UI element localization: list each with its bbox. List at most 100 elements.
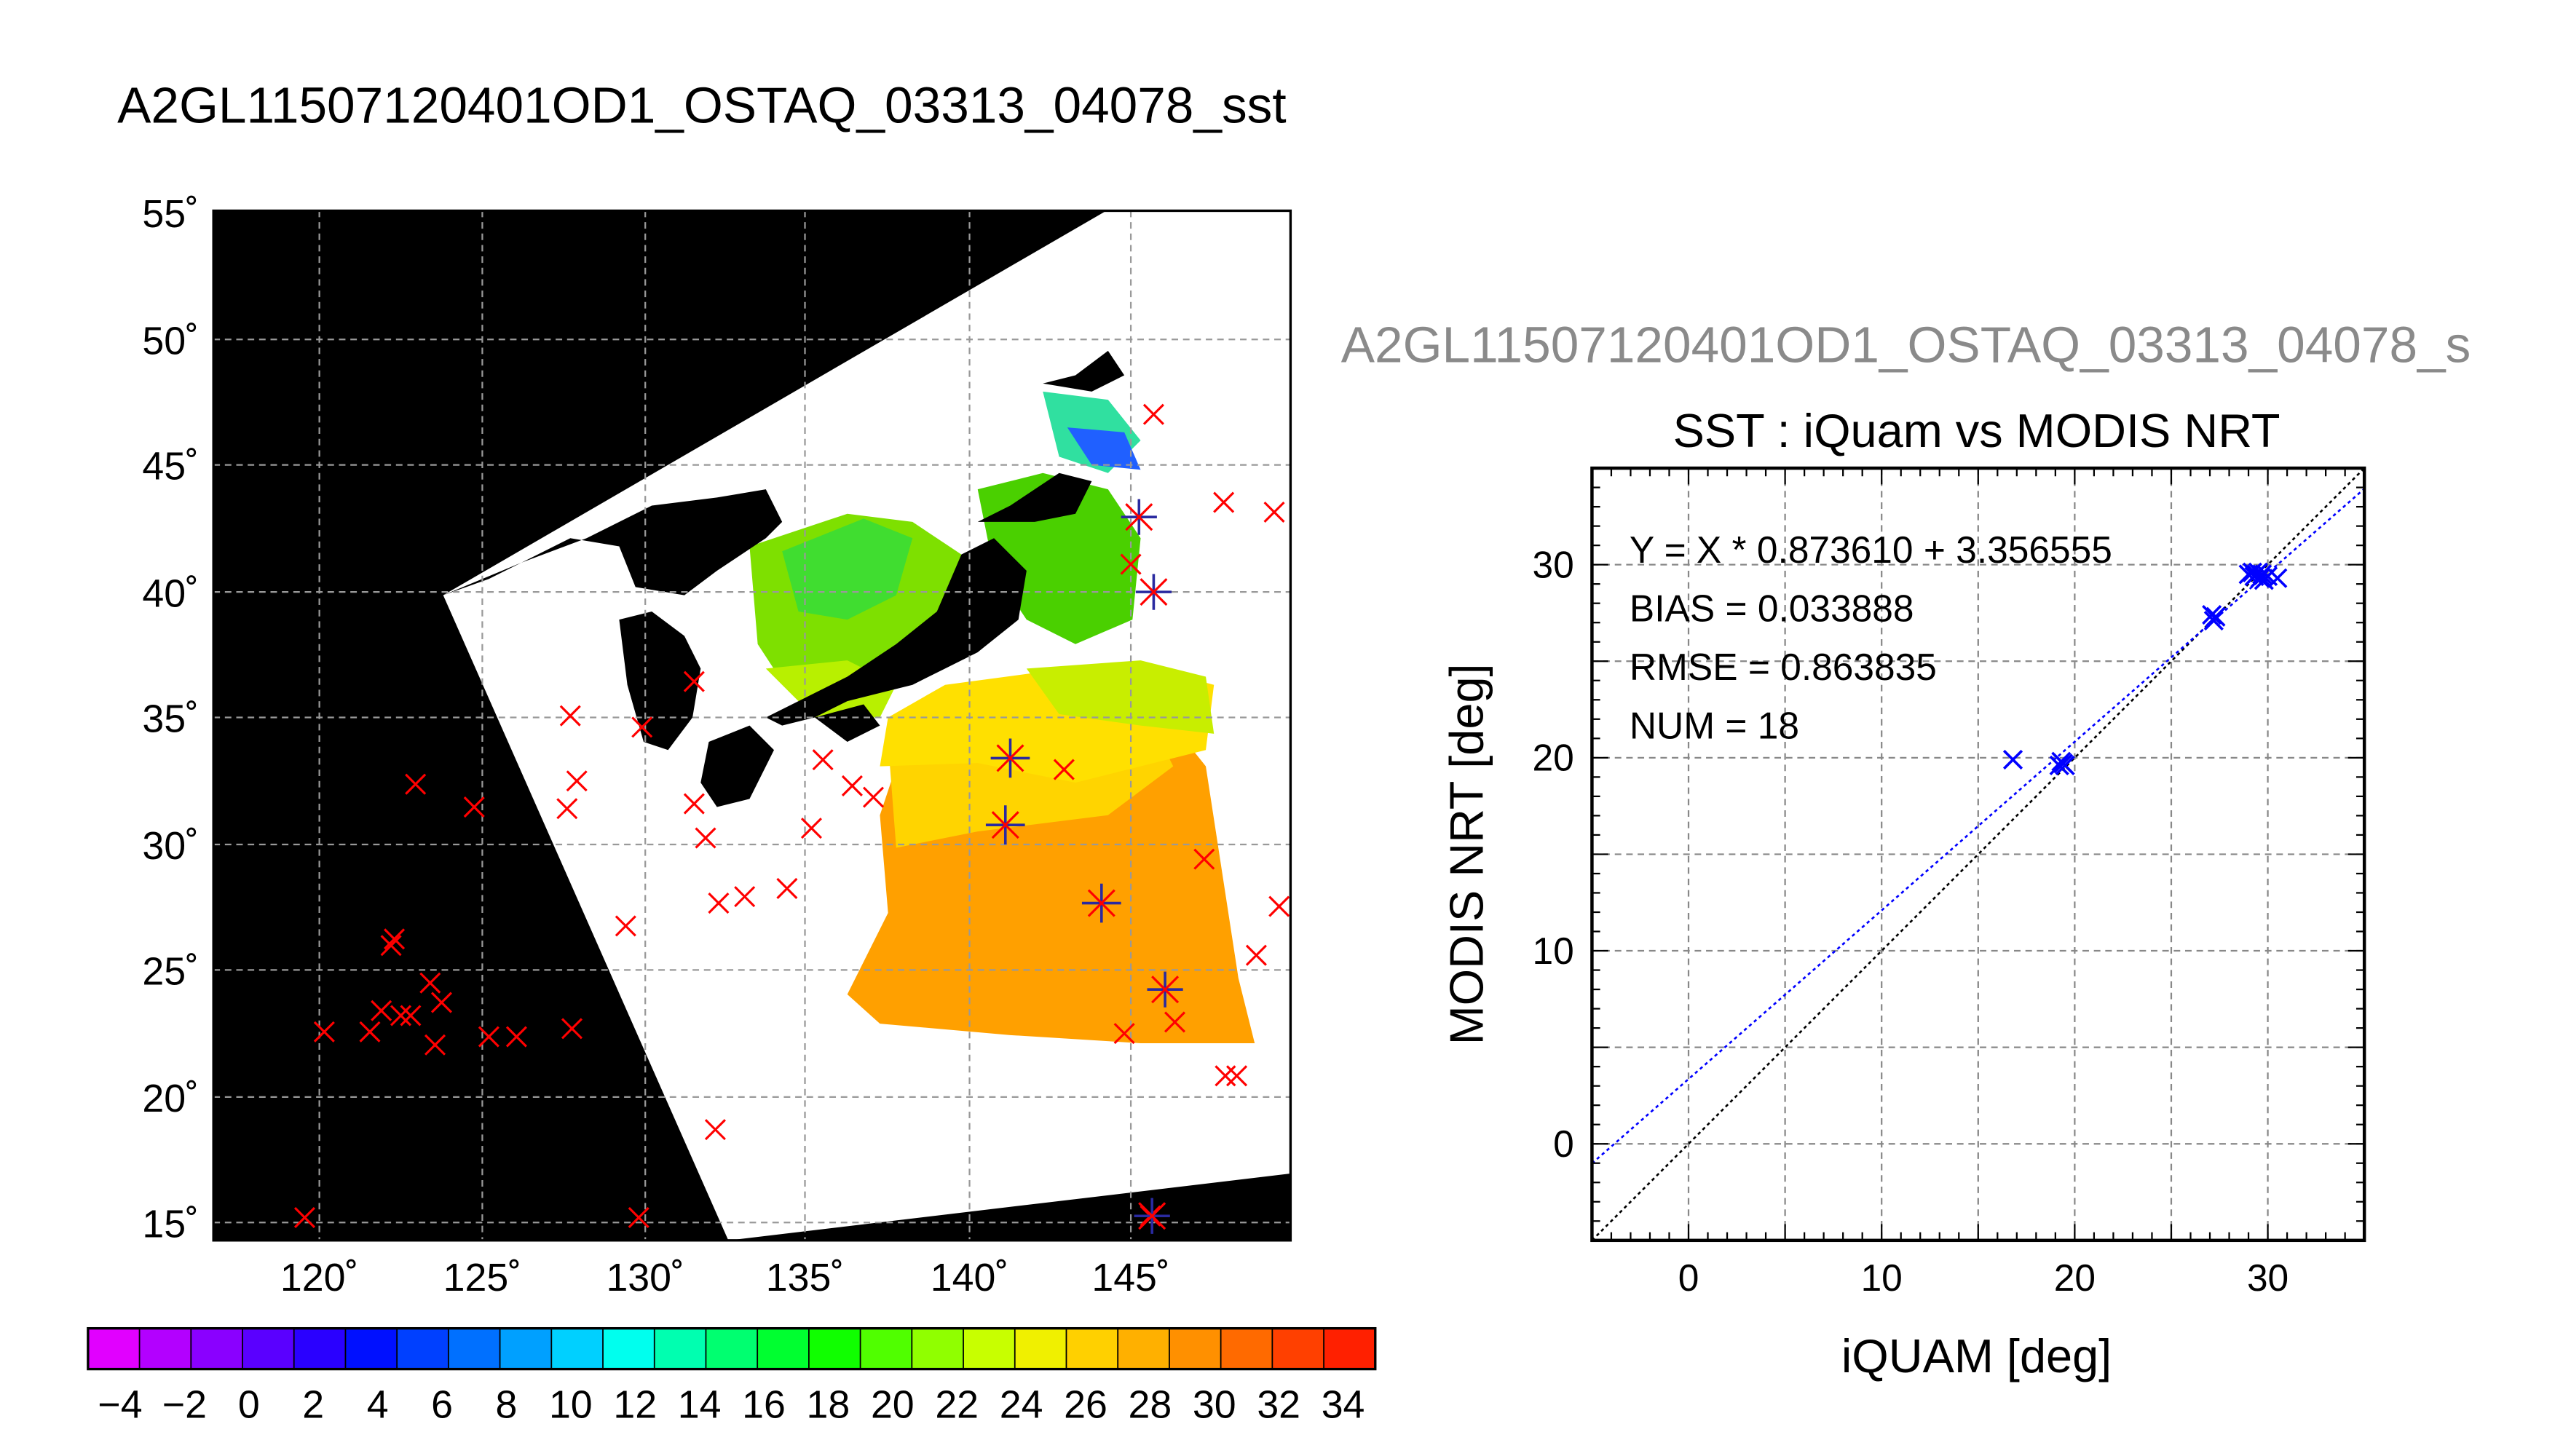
colorbar-label: 14 [678, 1383, 722, 1427]
colorbar-cells [87, 1328, 1376, 1369]
stats-box: Y = X * 0.873610 + 3.356555 BIAS = 0.033… [1630, 529, 2112, 747]
scatter-point [2267, 568, 2288, 588]
colorbar-label: 6 [431, 1383, 453, 1427]
colorbar-cell [1014, 1328, 1067, 1369]
colorbar-cell [499, 1328, 553, 1369]
scatter-point [2049, 755, 2069, 776]
y-axis-label: MODIS NRT [deg] [1440, 663, 1493, 1045]
colorbar-label: 20 [871, 1383, 915, 1427]
colorbar-label: 10 [549, 1383, 593, 1427]
colorbar-label: 16 [742, 1383, 786, 1427]
x-tick-label: 20 [2054, 1257, 2096, 1299]
lon-label: 120˚ [280, 1256, 358, 1299]
y-tick-label: 0 [1553, 1123, 1574, 1165]
colorbar-cell [808, 1328, 861, 1369]
stat-rmse: RMSE = 0.863835 [1630, 646, 1937, 688]
lon-label: 135˚ [766, 1256, 844, 1299]
colorbar-label: 12 [613, 1383, 657, 1427]
scatter-lines [1592, 468, 2365, 1241]
match-markers [985, 499, 1183, 1234]
colorbar-label: −4 [98, 1383, 142, 1427]
scatter-ticks: 0 10 20 30 0 10 20 30 [1533, 467, 2366, 1299]
x-tick-label: 30 [2247, 1257, 2289, 1299]
lon-label: 145˚ [1091, 1256, 1169, 1299]
colorbar-cell [654, 1328, 707, 1369]
lat-label: 50˚ [142, 319, 199, 363]
colorbar-cell [1324, 1328, 1376, 1369]
colorbar-cell [345, 1328, 398, 1369]
colorbar-label: 30 [1193, 1383, 1236, 1427]
colorbar-cell [191, 1328, 244, 1369]
colorbar-cell [1220, 1328, 1273, 1369]
colorbar-cell [1118, 1328, 1171, 1369]
map-lat-labels: 15˚ 20˚ 25˚ 30˚ 35˚ 40˚ 45˚ 50˚ 55˚ [142, 192, 199, 1246]
sst-map: 120˚ 125˚ 130˚ 135˚ 140˚ 145˚ 15˚ 20˚ 25… [142, 192, 1292, 1299]
colorbar-cell [242, 1328, 295, 1369]
scatter-point [2246, 564, 2267, 585]
fit-line [1592, 488, 2365, 1165]
colorbar-cell [912, 1328, 965, 1369]
colorbar-labels: −4 −2 0 2 4 6 8 10 12 14 16 18 20 22 24 26 28 30 32 34 [98, 1383, 1365, 1427]
colorbar-label: 22 [935, 1383, 979, 1427]
colorbar-cell [293, 1328, 347, 1369]
lat-label: 20˚ [142, 1077, 199, 1120]
y-tick-label: 20 [1533, 737, 1574, 779]
colorbar-label: 28 [1129, 1383, 1172, 1427]
colorbar-label: 0 [238, 1383, 260, 1427]
main-title: A2GL11507120401OD1_OSTAQ_03313_04078_sst [117, 77, 1286, 134]
y-tick-label: 30 [1533, 544, 1574, 586]
colorbar-cell [551, 1328, 604, 1369]
colorbar-label: 2 [302, 1383, 324, 1427]
lon-label: 125˚ [443, 1256, 521, 1299]
colorbar-label: 4 [367, 1383, 389, 1427]
colorbar-label: 26 [1064, 1383, 1107, 1427]
y-tick-label: 10 [1533, 930, 1574, 972]
colorbar-cell [139, 1328, 192, 1369]
colorbar-cell [1272, 1328, 1325, 1369]
scatter-grid [1592, 468, 2365, 1241]
scatter-panel: A2GL11507120401OD1_OSTAQ_03313_04078_s S… [1341, 317, 2471, 1382]
colorbar-cell [87, 1328, 141, 1369]
colorbar-label: 34 [1322, 1383, 1365, 1427]
scatter-point [2203, 610, 2224, 631]
colorbar-cell [860, 1328, 913, 1369]
map-lon-labels: 120˚ 125˚ 130˚ 135˚ 140˚ 145˚ [280, 1256, 1170, 1299]
colorbar-cell [706, 1328, 759, 1369]
colorbar-cell [603, 1328, 655, 1369]
colorbar-label: 24 [1000, 1383, 1043, 1427]
land-masses [443, 350, 1125, 807]
lat-label: 25˚ [142, 949, 199, 993]
lat-label: 30˚ [142, 824, 199, 868]
map-frame [212, 209, 1292, 1242]
scatter-point [2205, 606, 2226, 627]
lat-label: 55˚ [142, 192, 199, 236]
colorbar-frame [87, 1326, 1377, 1371]
x-tick-label: 0 [1678, 1257, 1699, 1299]
x-tick-label: 10 [1861, 1257, 1903, 1299]
lon-label: 130˚ [606, 1256, 684, 1299]
colorbar-cell [1169, 1328, 1222, 1369]
scatter-point [2202, 605, 2222, 625]
colorbar-cell [397, 1328, 449, 1369]
scatter-point [2055, 755, 2075, 776]
stat-num: NUM = 18 [1630, 705, 1799, 747]
lon-label: 140˚ [931, 1256, 1008, 1299]
iquam-markers [293, 403, 1290, 1229]
colorbar-label: 8 [495, 1383, 517, 1427]
lat-label: 40˚ [142, 571, 199, 615]
scatter-subtitle: A2GL11507120401OD1_OSTAQ_03313_04078_s [1341, 317, 2471, 373]
colorbar-cell [757, 1328, 810, 1369]
colorbar: −4 −2 0 2 4 6 8 10 12 14 16 18 20 22 24 26 28 30 32 34 [87, 1326, 1377, 1427]
colorbar-cell [963, 1328, 1016, 1369]
stat-fit-equation: Y = X * 0.873610 + 3.356555 [1630, 529, 2112, 571]
x-axis-label: iQUAM [deg] [1841, 1329, 2112, 1382]
scatter-point [2252, 564, 2272, 585]
colorbar-label: −2 [162, 1383, 207, 1427]
lat-label: 35˚ [142, 697, 199, 741]
colorbar-label: 32 [1257, 1383, 1300, 1427]
colorbar-cell [448, 1328, 501, 1369]
scatter-point [2002, 749, 2023, 770]
colorbar-label: 18 [807, 1383, 850, 1427]
lat-label: 45˚ [142, 445, 199, 488]
